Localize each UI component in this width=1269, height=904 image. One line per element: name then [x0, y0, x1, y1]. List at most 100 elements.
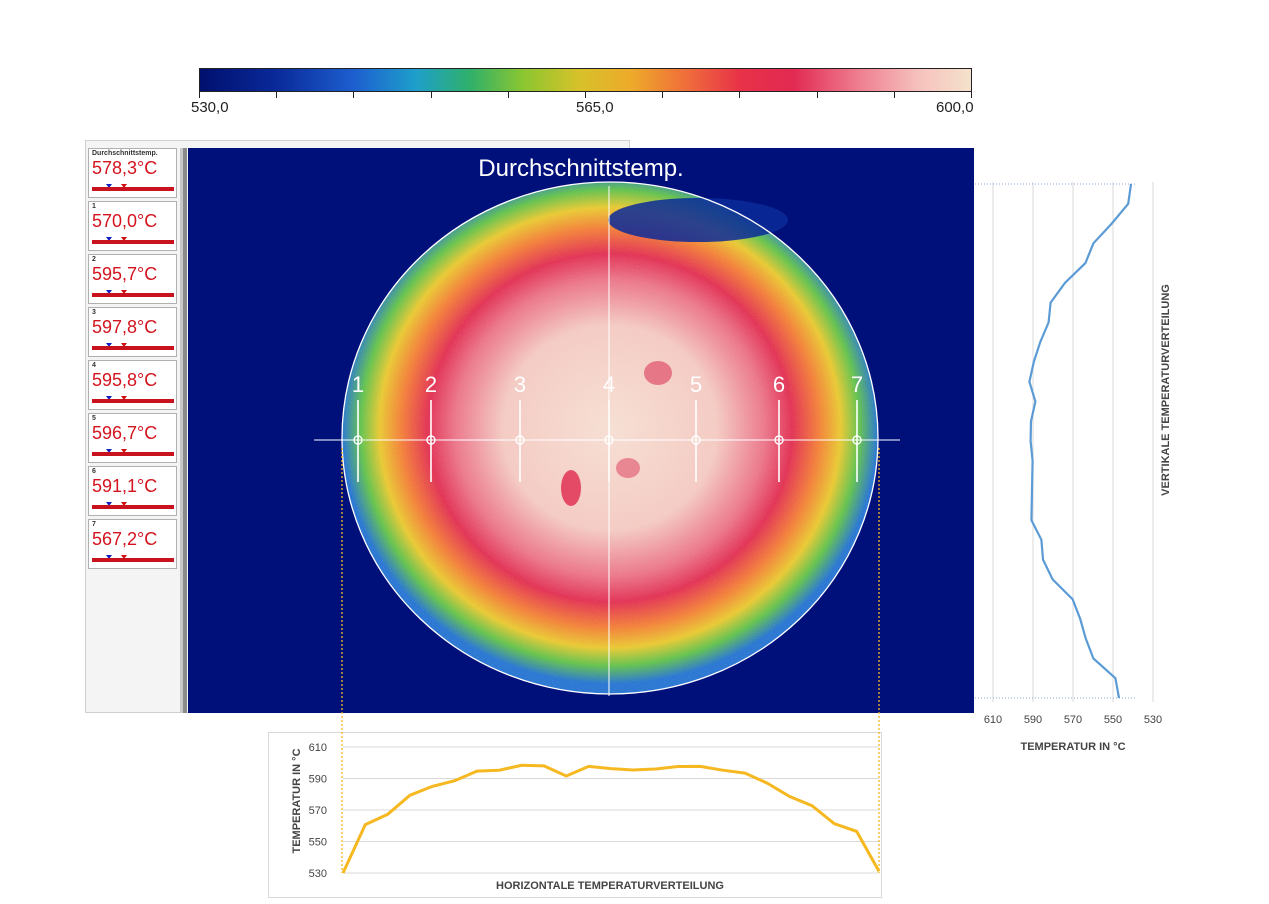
color-scale-mid-label: 565,0 — [576, 99, 614, 116]
min-marker-icon — [106, 237, 112, 241]
measurement-value: 591,1°C — [92, 476, 158, 496]
color-scale-bar — [199, 68, 972, 92]
thermal-image[interactable]: 1 2 3 4 5 6 7 — [188, 148, 974, 713]
v-tick-label: 570 — [1064, 714, 1082, 726]
point-5-label: 5 — [690, 372, 702, 397]
min-marker-icon — [106, 343, 112, 347]
point-2-label: 2 — [425, 372, 437, 397]
color-scale-tick — [893, 92, 895, 98]
color-scale-max-label: 600,0 — [936, 99, 974, 116]
image-title: Durchschnittstemp. — [478, 155, 684, 182]
measurement-bar — [92, 187, 174, 191]
max-marker-icon — [121, 237, 127, 241]
point-1-marker-icon — [353, 435, 363, 445]
hot-spot — [644, 361, 672, 385]
color-scale-tick — [816, 92, 818, 98]
v-tick-label: 550 — [1104, 714, 1122, 726]
thermal-image-canvas: 1 2 3 4 5 6 7 — [314, 181, 900, 696]
h-chart-grid — [343, 746, 879, 874]
measurement-bar — [92, 452, 174, 456]
measurement-points: 1 2 3 4 5 6 7 — [352, 372, 863, 482]
measurement-box-average[interactable]: Durchschnittstemp. 578,3°C — [88, 148, 177, 198]
measurement-index: 3 — [92, 309, 96, 316]
measurement-box-7[interactable]: 7 567,2°C — [88, 519, 177, 569]
color-scale-tick — [662, 92, 664, 98]
measurement-index: 7 — [92, 521, 96, 528]
v-tick-label: 610 — [984, 714, 1002, 726]
point-6-label: 6 — [773, 372, 785, 397]
point-3-marker-icon — [515, 435, 525, 445]
measurement-value: 596,7°C — [92, 423, 158, 443]
measurement-box-2[interactable]: 2 595,7°C — [88, 254, 177, 304]
measurement-bar — [92, 240, 174, 244]
min-marker-icon — [106, 555, 112, 559]
measurement-index: 4 — [92, 362, 96, 369]
min-marker-icon — [106, 184, 112, 188]
panel-splitter-shadow — [180, 148, 183, 713]
measurement-bar — [92, 505, 174, 509]
max-marker-icon — [121, 343, 127, 347]
v-x-axis-title: TEMPERATUR IN °C — [1020, 741, 1125, 753]
point-1-label: 1 — [352, 372, 364, 397]
measurement-box-1[interactable]: 1 570,0°C — [88, 201, 177, 251]
color-scale-tick — [276, 92, 278, 98]
measurement-box-5[interactable]: 5 596,7°C — [88, 413, 177, 463]
color-scale-tick — [199, 92, 200, 98]
v-tick-label: 590 — [1024, 714, 1042, 726]
v-series-line — [1028, 183, 1133, 699]
color-scale-tick — [585, 92, 586, 98]
panel-splitter[interactable] — [183, 148, 187, 713]
point-4-marker-icon — [604, 435, 614, 445]
v-tick-label: 530 — [1144, 714, 1162, 726]
horizontal-chart-canvas: 610 590 570 550 530 TEMPERATUR IN °C HORIZON… — [291, 742, 881, 892]
point-2-marker-icon — [426, 435, 436, 445]
measurement-value: 597,8°C — [92, 317, 158, 337]
color-scale-min-label: 530,0 — [191, 99, 229, 116]
v-y-axis-title: VERTIKALE TEMPERATURVERTEILUNG — [1160, 284, 1172, 496]
point-5-marker-icon — [691, 435, 701, 445]
measurement-index: 2 — [92, 256, 96, 263]
measurement-box-4[interactable]: 4 595,8°C — [88, 360, 177, 410]
max-marker-icon — [121, 290, 127, 294]
color-scale-tick — [430, 92, 432, 98]
hot-spot — [616, 458, 640, 478]
h-tick-label: 530 — [309, 868, 327, 880]
v-chart-grid — [992, 182, 1154, 702]
color-scale-tick — [971, 92, 972, 98]
h-tick-label: 570 — [309, 805, 327, 817]
vertical-distribution-chart: 610 590 570 550 530 TEMPERATUR IN °C VERTIKA… — [975, 182, 1172, 753]
measurement-box-3[interactable]: 3 597,8°C — [88, 307, 177, 357]
measurement-value: 567,2°C — [92, 529, 158, 549]
point-7-marker-icon — [852, 435, 862, 445]
h-tick-label: 550 — [309, 837, 327, 849]
point-3-label: 3 — [514, 372, 526, 397]
measurement-value: 595,7°C — [92, 264, 158, 284]
measurement-index: 6 — [92, 468, 96, 475]
measurement-box-6[interactable]: 6 591,1°C — [88, 466, 177, 516]
color-scale-tick — [353, 92, 355, 98]
measurement-value: 578,3°C — [92, 158, 158, 178]
measurement-index: 5 — [92, 415, 96, 422]
max-marker-icon — [121, 396, 127, 400]
min-marker-icon — [106, 396, 112, 400]
measurement-index: Durchschnittstemp. — [92, 150, 158, 157]
measurement-index: 1 — [92, 203, 96, 210]
heat-disc-texture — [342, 182, 878, 694]
min-marker-icon — [106, 502, 112, 506]
horizontal-distribution-chart: 610 590 570 550 530 TEMPERATUR IN °C HORIZON… — [268, 732, 882, 898]
h-x-axis-title: HORIZONTALE TEMPERATURVERTEILUNG — [496, 880, 724, 892]
max-marker-icon — [121, 184, 127, 188]
point-4-label: 4 — [603, 372, 615, 397]
max-marker-icon — [121, 502, 127, 506]
v-chart-tick-labels: 610 590 570 550 530 — [984, 714, 1162, 726]
measurement-value: 595,8°C — [92, 370, 158, 390]
max-marker-icon — [121, 555, 127, 559]
color-scale-tick — [739, 92, 741, 98]
hot-spot — [561, 470, 581, 506]
point-6-marker-icon — [774, 435, 784, 445]
measurement-bar — [92, 293, 174, 297]
h-chart-tick-labels: 610 590 570 550 530 — [309, 742, 327, 880]
projection-guides — [341, 448, 880, 873]
max-marker-icon — [121, 449, 127, 453]
cold-spot — [608, 198, 788, 242]
